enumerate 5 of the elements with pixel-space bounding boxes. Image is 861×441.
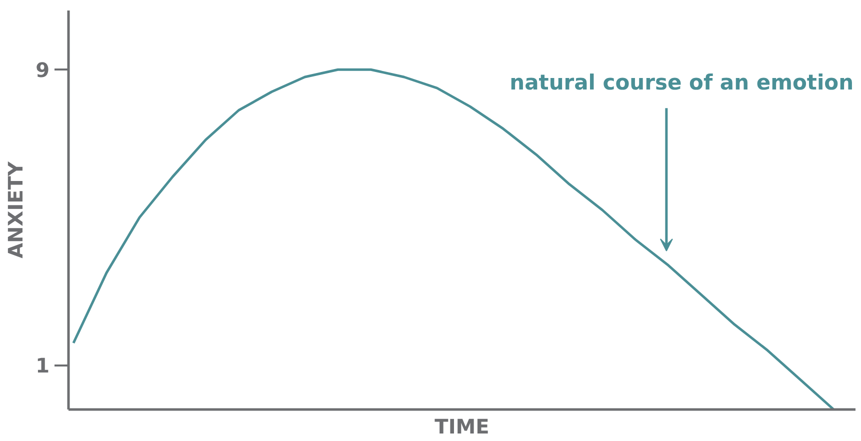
annotation: natural course of an emotion — [510, 70, 854, 94]
y-tick-label: 9 — [36, 58, 50, 82]
y-tick-label: 1 — [36, 354, 50, 378]
x-axis-title: TIME — [434, 414, 490, 438]
y-axis-title: ANXIETY — [4, 161, 28, 258]
